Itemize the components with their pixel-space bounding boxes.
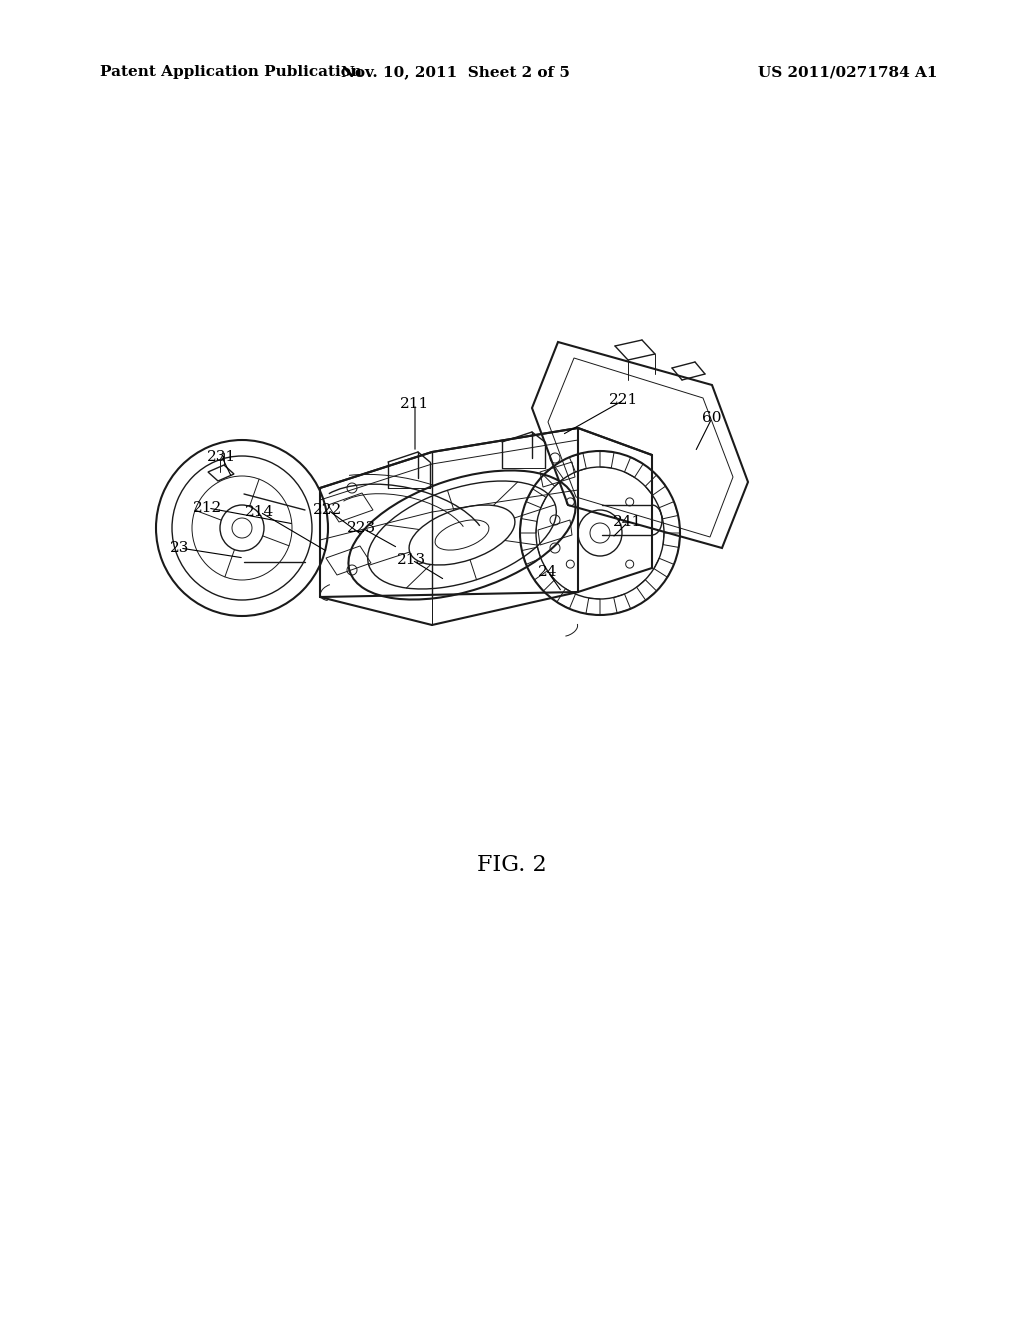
Text: 24: 24 bbox=[539, 565, 558, 579]
Text: 231: 231 bbox=[208, 450, 237, 465]
Text: 214: 214 bbox=[246, 506, 274, 519]
Text: 221: 221 bbox=[609, 393, 639, 407]
Text: US 2011/0271784 A1: US 2011/0271784 A1 bbox=[758, 65, 938, 79]
Text: FIG. 2: FIG. 2 bbox=[477, 854, 547, 876]
Text: Patent Application Publication: Patent Application Publication bbox=[100, 65, 362, 79]
Text: 23: 23 bbox=[170, 541, 189, 554]
Text: 222: 222 bbox=[313, 503, 343, 517]
Text: 223: 223 bbox=[347, 521, 377, 535]
Text: 213: 213 bbox=[397, 553, 427, 568]
Text: 60: 60 bbox=[702, 411, 722, 425]
Text: 211: 211 bbox=[400, 397, 430, 411]
Text: Nov. 10, 2011  Sheet 2 of 5: Nov. 10, 2011 Sheet 2 of 5 bbox=[341, 65, 569, 79]
Text: 241: 241 bbox=[613, 515, 643, 529]
Text: 212: 212 bbox=[194, 502, 222, 515]
